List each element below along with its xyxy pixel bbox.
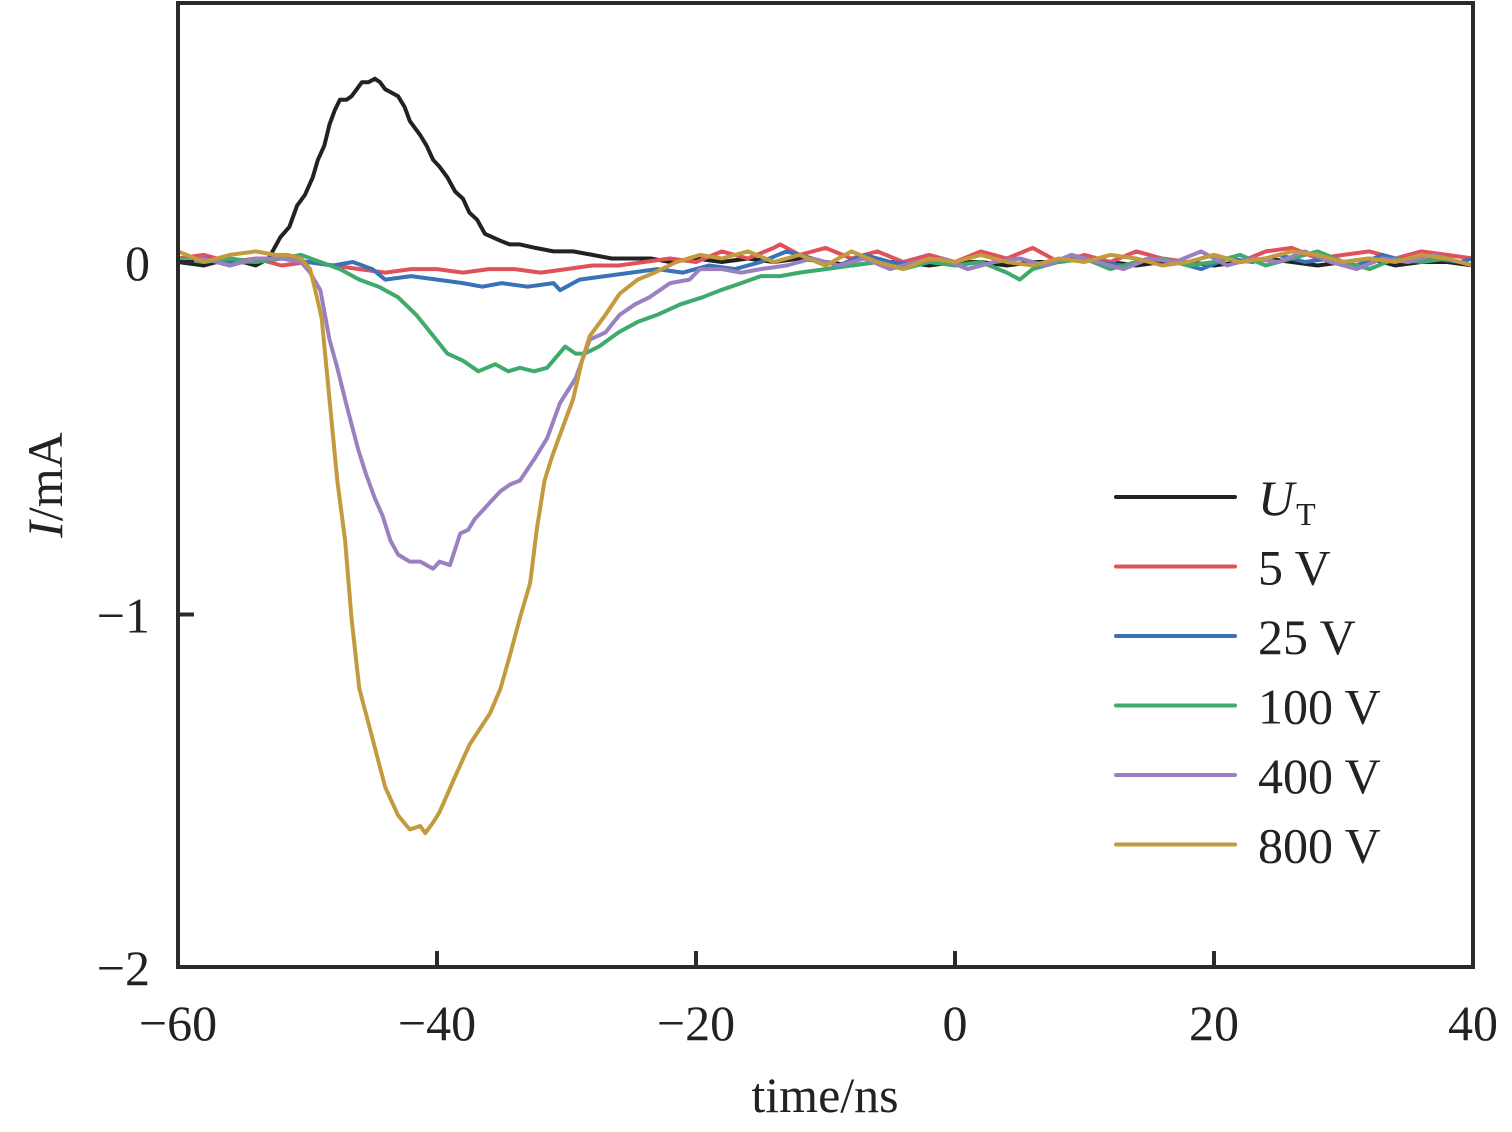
y-tick-label: −2 — [97, 940, 150, 996]
legend: UT 5 V 25 V 100 V 400 V 800 V — [1114, 470, 1381, 874]
y-axis-label-symbol: I — [17, 519, 73, 539]
series-line-u-t — [176, 76, 1475, 268]
y-tick-label: −1 — [97, 588, 150, 644]
legend-label-main: U — [1258, 470, 1297, 526]
legend-label: 800 V — [1258, 818, 1381, 874]
y-axis-label: I/mA — [17, 432, 73, 539]
legend-label: 25 V — [1258, 609, 1356, 665]
legend-item-25-v: 25 V — [1114, 609, 1356, 665]
legend-label: 5 V — [1258, 540, 1331, 596]
series-line-800-v — [176, 249, 1475, 836]
y-axis-label-unit: /mA — [17, 432, 73, 521]
series-layer — [176, 76, 1475, 836]
plot-frame — [176, 1, 1475, 969]
legend-item-u-t: UT — [1114, 470, 1316, 532]
x-axis-label: time/ns — [751, 1067, 898, 1123]
x-tick-label: −60 — [139, 995, 217, 1051]
legend-label-sub: T — [1296, 496, 1316, 532]
x-tick-label: 20 — [1189, 995, 1239, 1051]
x-tick-label: 0 — [943, 995, 968, 1051]
x-tick-label: −40 — [398, 995, 476, 1051]
legend-item-100-v: 100 V — [1114, 679, 1381, 735]
series-line-100-v — [176, 249, 1475, 374]
legend-item-800-v: 800 V — [1114, 818, 1381, 874]
legend-label: 100 V — [1258, 679, 1381, 735]
legend-label: UT — [1258, 470, 1316, 532]
x-tick-label: −20 — [657, 995, 735, 1051]
ticks-layer: −60 −40 −20 0 20 40 0 −1 −2 — [97, 235, 1498, 1051]
legend-item-400-v: 400 V — [1114, 748, 1381, 804]
legend-item-5-v: 5 V — [1114, 540, 1331, 596]
y-tick-label: 0 — [125, 235, 150, 291]
x-tick-label: 40 — [1448, 995, 1498, 1051]
legend-label: 400 V — [1258, 748, 1381, 804]
